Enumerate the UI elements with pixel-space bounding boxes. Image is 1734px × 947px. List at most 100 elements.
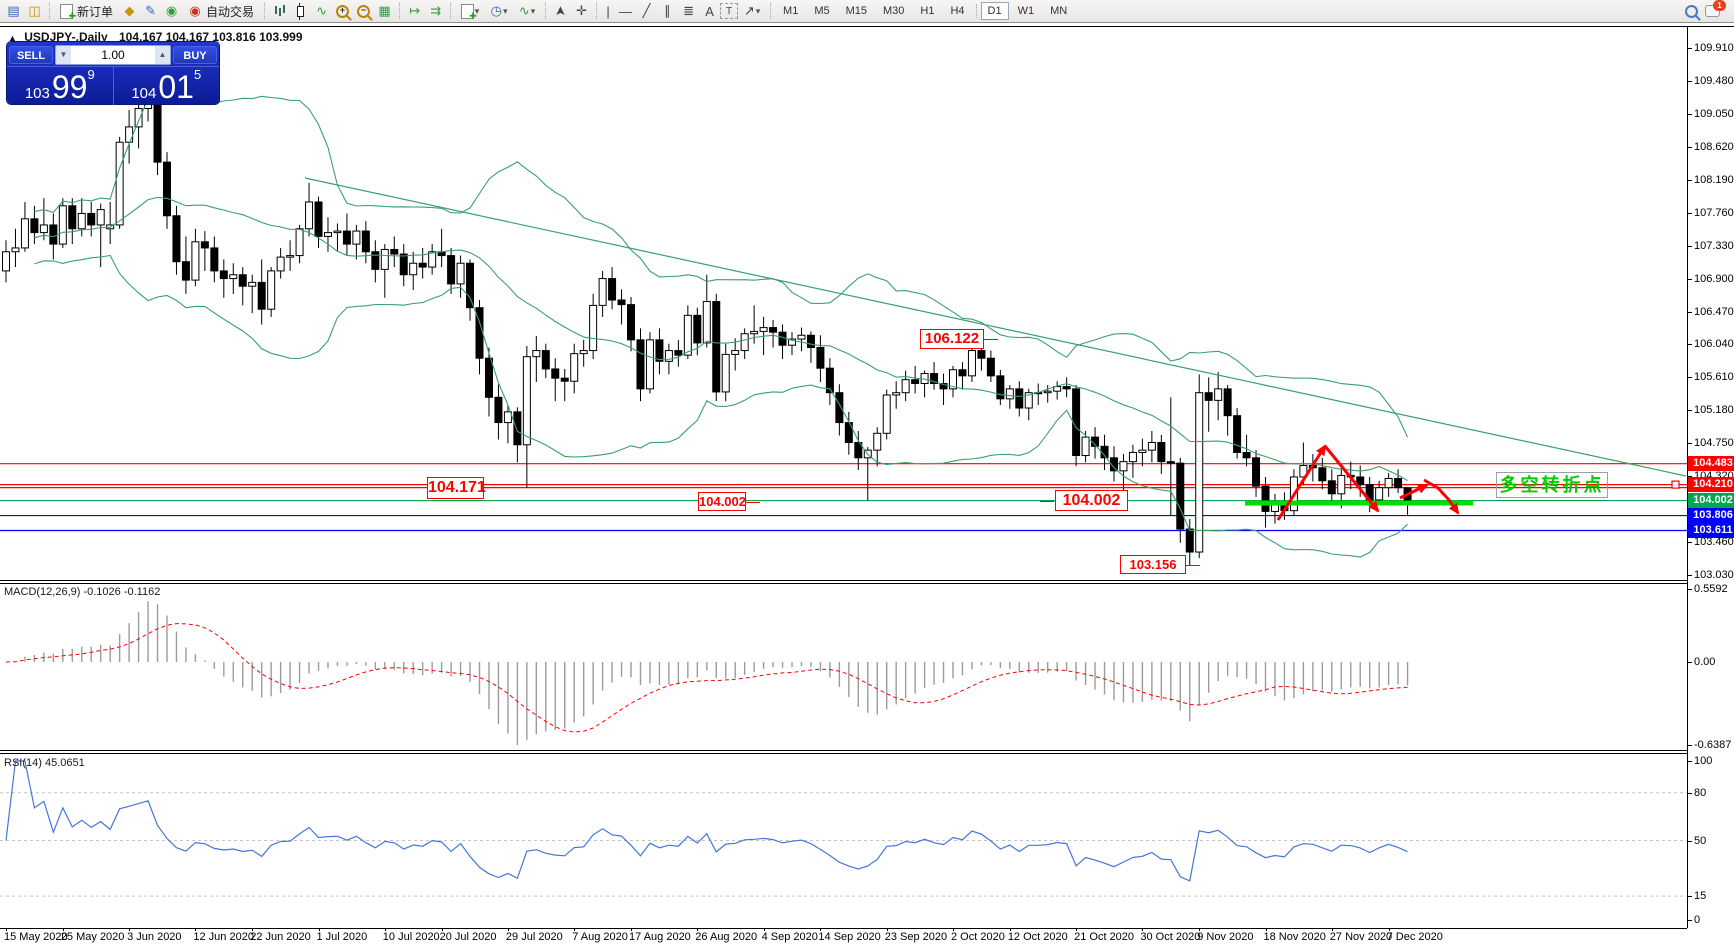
new-order-label: 新订单 [77,4,114,19]
panel-splitter[interactable] [0,750,1687,751]
symbol-title: USDJPY-,Daily [24,30,108,44]
macd-axis-tickmark [1687,745,1692,747]
x-axis-tickmark [384,928,386,931]
zoom-out-icon[interactable]: − [353,1,374,21]
macd-axis-tickmark [1687,662,1692,663]
rsi-axis-tickmark [1687,761,1692,762]
price-label: 106.122 [920,329,984,349]
rsi-axis-tickmark [1687,896,1692,898]
strategy-tester-icon[interactable]: ◫ [28,3,41,18]
date-label: 15 May 2020 [4,931,68,943]
y-axis-tickmark [1687,377,1692,379]
date-label: 7 Dec 2020 [1386,931,1443,943]
horizontal-line-tool-icon[interactable]: — [619,3,633,19]
indicators-menu-icon[interactable]: ∿ ▾ [518,3,536,18]
x-axis-tickmark [507,928,509,931]
vertical-line-tool-icon[interactable]: | [606,3,610,19]
rsi-canvas[interactable] [0,753,1687,928]
date-label: 10 Jul 2020 [382,931,440,943]
y-axis-tickmark [1687,542,1692,544]
volume-input[interactable]: 1.00 [101,47,125,62]
market-watch-icon[interactable]: ▤ [7,3,20,18]
text-label-tool-icon[interactable]: T [720,3,739,19]
y-axis-tickmark [1687,575,1692,576]
timeframe-m15[interactable]: M15 [845,5,867,17]
price-badge: 103.611 [1688,523,1734,538]
channel-tool-icon[interactable]: ∥ [664,3,671,18]
date-label: 17 Aug 2020 [629,931,691,943]
date-label: 23 Sep 2020 [884,931,948,943]
auto-trading-label: 自动交易 [206,4,255,19]
y-axis-tickmark [1687,476,1692,478]
price-label: 104.171 [427,477,486,499]
volume-decrease-button[interactable]: ▼ [56,45,71,64]
timeframe-mn[interactable]: MN [1050,5,1068,17]
chart-title-bar: ▲ USDJPY-,Daily 104.167 104.167 103.816 … [8,30,303,44]
y-axis-tickmark [1687,80,1692,82]
line-chart-icon[interactable]: ∿ [316,3,327,18]
panel-splitter[interactable] [0,580,1687,581]
rsi-axis-tick: 0 [1694,914,1701,926]
buy-price[interactable]: 104 01 5 [131,67,202,105]
arrows-tool-icon[interactable]: ↗ ▾ [743,3,761,18]
rsi-axis-tickmark [1687,920,1692,921]
toolbar-separator [596,3,598,19]
metaeditor-icon[interactable]: ✎ [145,3,156,18]
zoom-in-icon[interactable]: + [332,1,353,21]
trade-panel-top-row: SELL ▼ 1.00 ▲ BUY [7,42,219,65]
new-chart-icon[interactable]: ✚ ▾ [455,1,485,21]
auto-scroll-icon[interactable]: ↦ [409,3,420,18]
timeframe-m30[interactable]: M30 [883,5,905,17]
new-order-button[interactable]: ✚ 新订单 [54,1,119,21]
x-axis-tickmark [820,928,822,931]
chart-shift-icon[interactable]: ⇉ [430,3,441,18]
signal-icon[interactable]: ◉ [165,3,178,18]
timeframe-h1[interactable]: H1 [920,5,935,17]
auto-trading-button[interactable]: ◉ 自动交易 [182,1,260,21]
toolbar-separator [450,3,452,19]
sell-price[interactable]: 103 99 9 [7,67,114,105]
date-label: 27 Nov 2020 [1329,931,1393,943]
date-axis[interactable]: 15 May 2020 25 May 2020 3 Jun 2020 12 Jun 2… [0,931,1734,947]
date-label: 3 Jun 2020 [127,931,182,943]
text-tool-icon[interactable]: A [705,3,714,19]
one-click-trading-panel: SELL ▼ 1.00 ▲ BUY 103 99 9 104 01 5 [7,42,219,105]
date-label: 12 Jun 2020 [193,931,254,943]
fibonacci-tool-icon[interactable]: ≣ [683,3,694,18]
x-axis-tickmark [129,928,131,931]
cursor-icon[interactable]: ➤ [552,5,568,17]
collapse-arrow-icon[interactable]: ▲ [8,33,17,43]
x-axis-tickmark [1199,928,1201,931]
x-axis-tickmark [1076,928,1078,931]
y-axis-tick: 109.480 [1694,74,1734,87]
profiles-clock-icon[interactable]: ◷ ▾ [490,3,508,18]
x-axis-tickmark [318,928,320,931]
timeframe-m1[interactable]: M1 [783,5,799,17]
candlestick-chart-icon[interactable] [290,1,311,21]
crosshair-icon[interactable]: ✛ [576,3,587,18]
rsi-axis-tick: 80 [1694,786,1707,799]
toolbar-separator [264,3,266,19]
date-label: 9 Nov 2020 [1197,931,1254,943]
indicator-wand-icon[interactable]: ◆ [124,3,135,18]
chat-icon[interactable]: 1 [1702,0,1726,21]
date-label: 18 Nov 2020 [1263,931,1326,943]
tile-windows-icon[interactable]: ▦ [378,3,391,18]
main-chart-canvas[interactable] [0,26,1687,580]
sell-button[interactable]: SELL [9,45,53,64]
macd-canvas[interactable] [0,584,1687,750]
timeframe-w1[interactable]: W1 [1017,5,1035,17]
y-axis-tickmark [1687,344,1692,346]
buy-button[interactable]: BUY [173,45,217,64]
bar-chart-icon[interactable] [269,1,290,21]
panel-splitter [0,583,1687,584]
price-label: 103.156 [1120,555,1186,574]
timeframe-m5[interactable]: M5 [814,5,830,17]
y-axis-tickmark [1687,245,1692,247]
search-icon[interactable] [1681,1,1702,21]
timeframe-d1[interactable]: D1 [980,2,1009,20]
volume-increase-button[interactable]: ▲ [155,45,170,64]
y-axis-tickmark [1687,212,1692,214]
timeframe-h4[interactable]: H4 [950,5,965,17]
trendline-tool-icon[interactable]: ╱ [642,3,651,18]
